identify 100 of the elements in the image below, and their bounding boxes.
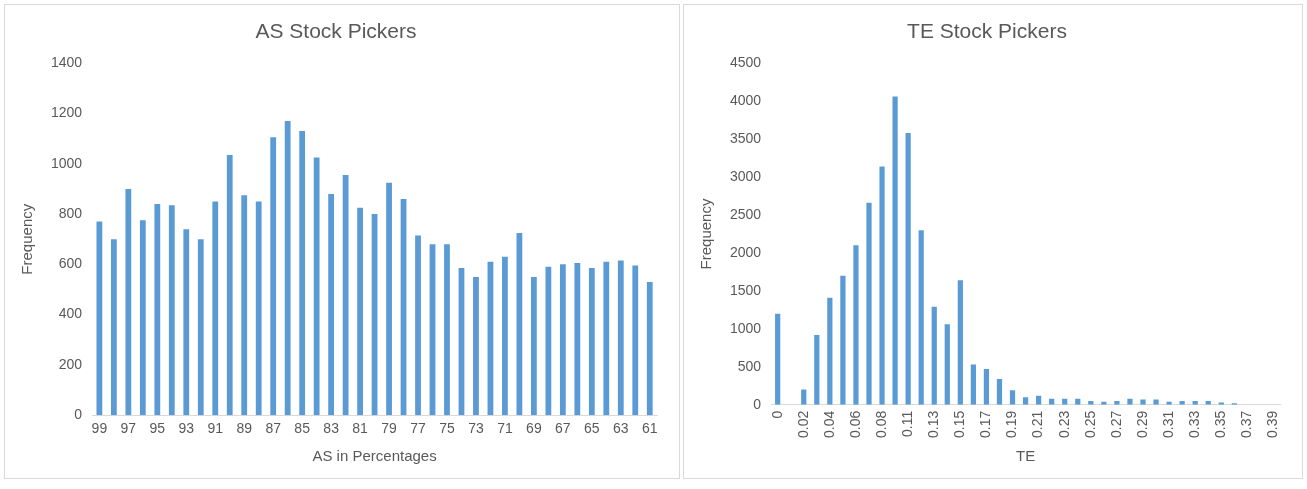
bar [226, 154, 233, 416]
x-tick-label: 85 [294, 420, 311, 437]
bar [255, 201, 262, 416]
bar [342, 175, 349, 416]
x-tick-label: 87 [265, 420, 282, 437]
bar [892, 96, 898, 405]
bar [983, 369, 990, 405]
x-tick-label: 83 [323, 420, 340, 437]
bar [313, 157, 320, 416]
bar [905, 133, 911, 405]
y-tick-label: 4000 [729, 92, 762, 109]
bar [559, 264, 566, 416]
y-tick-label: 4500 [729, 54, 762, 71]
y-tick-label: 2500 [729, 205, 762, 222]
bar [212, 201, 219, 416]
x-tick-label: 0.33 [1186, 410, 1203, 438]
y-tick-label: 1400 [50, 54, 83, 71]
bar [473, 276, 479, 416]
bar [530, 276, 537, 416]
y-tick-label: 3500 [729, 129, 762, 146]
bar [545, 266, 552, 416]
x-tick-label: 0.17 [977, 410, 994, 438]
y-tick-label: 3000 [729, 167, 762, 184]
bar [1009, 390, 1016, 405]
bar [139, 220, 146, 416]
y-tick-label: 1200 [50, 104, 83, 121]
x-tick-label: 0.35 [1212, 410, 1229, 438]
x-tick-label: 0.15 [951, 410, 968, 438]
x-tick-label: 0.19 [1003, 410, 1020, 438]
x-tick-label: 0.02 [794, 410, 811, 438]
x-tick-label: 0.25 [1081, 410, 1098, 438]
x-tick-label: 0.27 [1107, 410, 1124, 438]
x-tick-label: 91 [207, 420, 224, 437]
bar [270, 137, 277, 416]
bar [1127, 398, 1133, 405]
y-axis-title: Frequency [18, 203, 36, 275]
bar [603, 261, 610, 416]
y-tick-label: 1000 [729, 319, 762, 336]
bar [502, 256, 508, 416]
bar [183, 229, 190, 416]
x-tick-label: 69 [526, 420, 542, 437]
bar [284, 121, 291, 416]
x-tick-label: 81 [352, 420, 369, 437]
bar [110, 239, 117, 416]
bar [775, 313, 781, 405]
x-tick-label: 89 [236, 420, 253, 437]
bar [840, 275, 846, 405]
bar [588, 268, 595, 416]
bar [866, 202, 872, 405]
bar [617, 260, 624, 416]
bar [632, 265, 639, 416]
bar [386, 182, 392, 416]
x-tick-label: 77 [410, 420, 427, 437]
bar [646, 281, 653, 416]
x-tick-label: 79 [381, 420, 398, 437]
x-tick-label: 0.23 [1055, 410, 1072, 438]
x-tick-label: 93 [178, 420, 195, 437]
bar [918, 230, 924, 405]
x-tick-label: 61 [641, 420, 658, 437]
x-tick-label: 63 [613, 420, 629, 437]
x-tick-label: 0.21 [1029, 410, 1046, 438]
bar [125, 188, 132, 416]
bar [957, 280, 963, 405]
bar [1140, 399, 1146, 405]
bar [996, 378, 1003, 405]
x-tick-label: 0.31 [1159, 410, 1176, 438]
x-tick-label: 0.11 [899, 410, 915, 437]
x-tick-label: 67 [555, 420, 571, 437]
x-tick-label: 97 [120, 420, 137, 437]
bar [154, 204, 161, 416]
y-tick-label: 2000 [729, 243, 762, 260]
bar [931, 306, 937, 405]
x-tick-label: 0.29 [1133, 410, 1150, 438]
bar [168, 205, 175, 416]
chart-title: AS Stock Pickers [255, 19, 417, 43]
bar [328, 193, 335, 416]
x-tick-label: 65 [584, 420, 600, 437]
bar [357, 207, 363, 416]
y-tick-label: 200 [58, 355, 83, 372]
x-tick-label: 0.06 [846, 410, 863, 438]
bar [574, 263, 581, 416]
bar [879, 166, 885, 405]
y-tick-label: 400 [58, 305, 83, 322]
y-tick-label: 1000 [50, 154, 83, 171]
y-tick-label: 1500 [729, 281, 762, 298]
x-tick-label: 71 [497, 420, 513, 437]
x-tick-label: 0.39 [1264, 410, 1281, 438]
y-tick-label: 600 [58, 255, 83, 272]
x-tick-label: 73 [468, 420, 484, 437]
x-tick-label: 0.08 [872, 410, 889, 438]
bar [197, 239, 204, 416]
bar [1114, 400, 1120, 405]
chart-title: TE Stock Pickers [907, 19, 1067, 43]
y-tick-label: 500 [737, 357, 762, 374]
x-tick-label: 0.13 [925, 410, 942, 438]
bar [415, 235, 421, 416]
bar [814, 334, 820, 405]
bar [299, 131, 306, 416]
x-axis-title: AS in Percentages [312, 447, 437, 465]
bar [944, 324, 950, 405]
